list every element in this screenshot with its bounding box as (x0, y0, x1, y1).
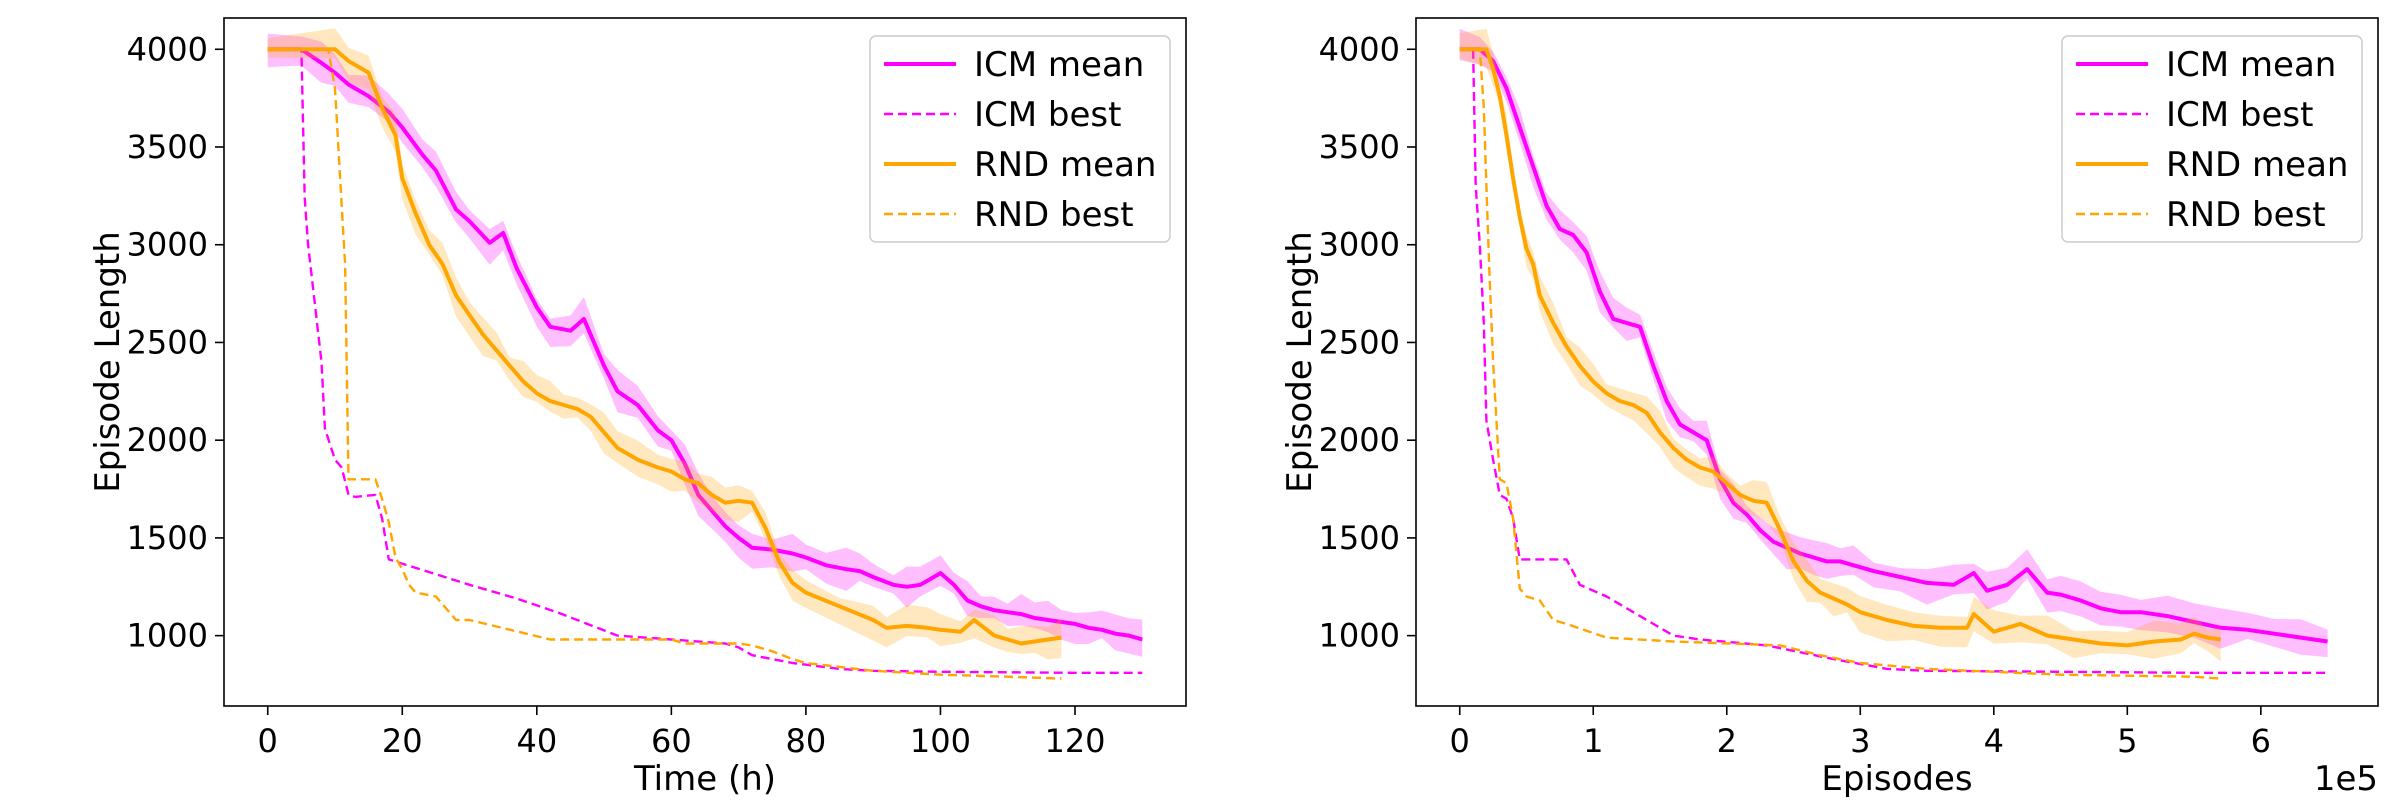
x-tick-label: 0 (258, 722, 278, 760)
legend-box (869, 35, 1171, 243)
y-axis-label: Episode Length (1280, 231, 1320, 493)
chart-panel-time: 0 20 40 60 80 100 120 1000 1500 2000 2500 3000 3500 4… (88, 17, 1187, 799)
y-tick-label: 2500 (127, 323, 208, 361)
series-line-rnd-best (1459, 48, 2221, 680)
x-tick-label: 5 (2117, 722, 2137, 760)
legend-box (2061, 35, 2363, 243)
x-tick-label: 80 (786, 722, 827, 760)
x-tick-label: 0 (1450, 722, 1470, 760)
y-tick-label: 2000 (1319, 421, 1400, 459)
y-tick-label: 3000 (1319, 226, 1400, 264)
x-tick-label: 3 (1850, 722, 1870, 760)
plot-area (1459, 28, 2328, 680)
y-tick-label: 1000 (127, 617, 208, 655)
x-tick-label: 20 (382, 722, 423, 760)
axes-frame (223, 17, 1187, 707)
y-tick-label: 2000 (127, 421, 208, 459)
x-tick-label: 2 (1717, 722, 1737, 760)
y-tick-label: 4000 (127, 30, 208, 68)
y-tick-label: 3500 (127, 128, 208, 166)
series-line-icm-best (1459, 48, 2328, 674)
y-tick-label: 3500 (1319, 128, 1400, 166)
x-tick-label: 100 (910, 722, 971, 760)
legend-label-icm-mean: ICM mean (2166, 45, 2336, 85)
series-line-rnd-mean (267, 47, 1062, 646)
legend-label-rnd-best: RND best (974, 195, 1134, 235)
series-line-rnd-mean (1459, 47, 2222, 648)
series-line-icm-best (267, 48, 1143, 674)
plot-area (267, 28, 1143, 680)
y-tick-label: 2500 (1319, 323, 1400, 361)
legend-label-rnd-mean: RND mean (974, 145, 1156, 185)
legend: ICM mean ICM best RND mean RND best (869, 35, 1171, 243)
x-axis-label: Episodes (1821, 759, 1972, 799)
y-tick-label: 1500 (127, 519, 208, 557)
y-tick-label: 3000 (127, 226, 208, 264)
legend-label-rnd-mean: RND mean (2166, 145, 2348, 185)
axes-frame (1415, 17, 2379, 707)
x-tick-label: 60 (651, 722, 692, 760)
x-tick-label: 40 (516, 722, 557, 760)
legend-label-icm-best: ICM best (974, 95, 1121, 135)
series-band-icm-mean (267, 33, 1143, 657)
y-axis-label: Episode Length (88, 231, 128, 493)
legend-label-rnd-best: RND best (2166, 195, 2326, 235)
x-tick-label: 4 (1984, 722, 2004, 760)
y-tick-label: 1000 (1319, 617, 1400, 655)
y-tick-label: 4000 (1319, 30, 1400, 68)
y-tick-label: 1500 (1319, 519, 1400, 557)
x-axis-label: Time (h) (633, 759, 776, 799)
x-offset-text: 1e5 (2314, 759, 2378, 799)
x-tick-label: 120 (1044, 722, 1105, 760)
series-line-rnd-best (267, 48, 1062, 680)
x-tick-label: 1 (1583, 722, 1603, 760)
legend-label-icm-best: ICM best (2166, 95, 2313, 135)
series-line-icm-mean (267, 47, 1143, 642)
legend: ICM mean ICM best RND mean RND best (2061, 35, 2363, 243)
x-tick-label: 6 (2251, 722, 2271, 760)
legend-label-icm-mean: ICM mean (974, 45, 1144, 85)
series-line-icm-mean (1459, 47, 2328, 644)
chart-panel-episodes: 0 1 2 3 4 5 6 1000 1500 2000 2500 3000 3500 4000 Episo… (1280, 17, 2379, 799)
